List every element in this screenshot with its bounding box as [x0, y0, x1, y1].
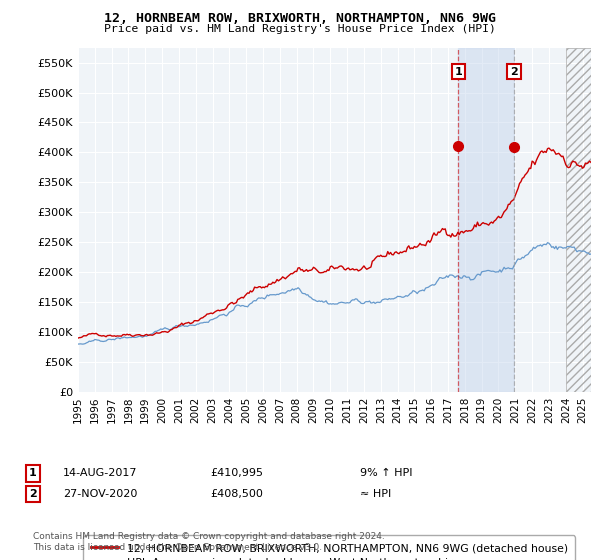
- Text: 1: 1: [455, 67, 463, 77]
- Bar: [458, 48, 514, 392]
- Text: 9% ↑ HPI: 9% ↑ HPI: [360, 468, 413, 478]
- Text: £410,995: £410,995: [210, 468, 263, 478]
- Text: Price paid vs. HM Land Registry's House Price Index (HPI): Price paid vs. HM Land Registry's House …: [104, 24, 496, 34]
- Bar: [566, 48, 591, 392]
- Text: 12, HORNBEAM ROW, BRIXWORTH, NORTHAMPTON, NN6 9WG: 12, HORNBEAM ROW, BRIXWORTH, NORTHAMPTON…: [104, 12, 496, 25]
- Text: Contains HM Land Registry data © Crown copyright and database right 2024.
This d: Contains HM Land Registry data © Crown c…: [33, 532, 385, 552]
- Text: 14-AUG-2017: 14-AUG-2017: [63, 468, 137, 478]
- Text: 27-NOV-2020: 27-NOV-2020: [63, 489, 137, 499]
- Text: 2: 2: [510, 67, 518, 77]
- Text: £408,500: £408,500: [210, 489, 263, 499]
- Bar: [566, 48, 591, 392]
- Text: ≈ HPI: ≈ HPI: [360, 489, 391, 499]
- Text: 1: 1: [29, 468, 37, 478]
- Text: 2: 2: [29, 489, 37, 499]
- Legend: 12, HORNBEAM ROW, BRIXWORTH, NORTHAMPTON, NN6 9WG (detached house), HPI: Average: 12, HORNBEAM ROW, BRIXWORTH, NORTHAMPTON…: [83, 535, 575, 560]
